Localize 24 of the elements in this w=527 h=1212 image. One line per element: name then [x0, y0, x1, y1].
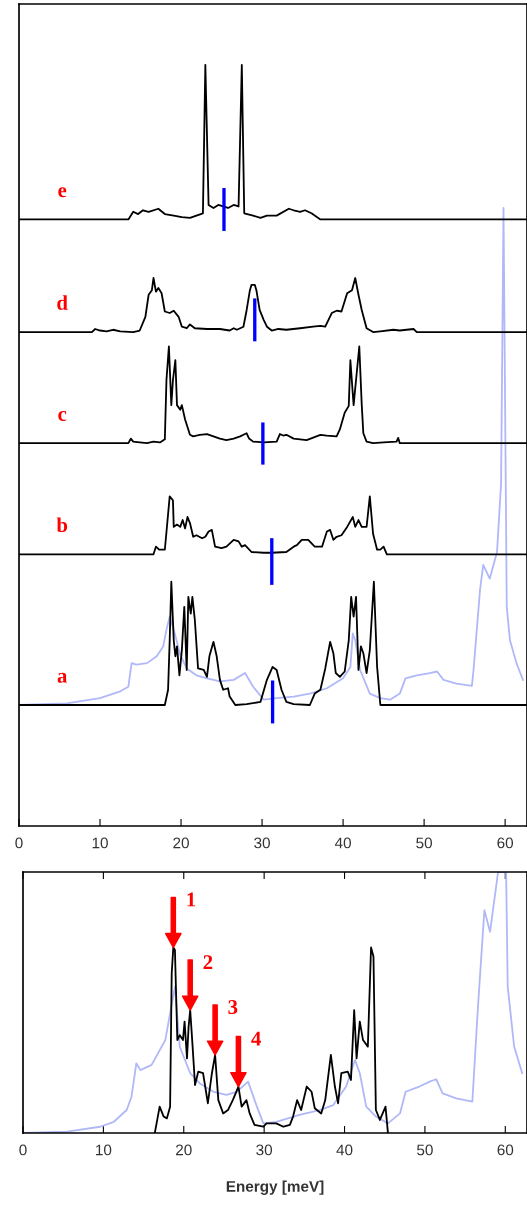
- x-tick-label: 50: [417, 1144, 433, 1156]
- x-tick-label: 60: [497, 1144, 514, 1156]
- x-tick-label: 40: [336, 1144, 353, 1156]
- annotation: 3: [228, 1000, 238, 1015]
- annotation: 1: [187, 892, 196, 907]
- x-tick-label: 0: [19, 1144, 27, 1156]
- x-tick-label: 40: [334, 837, 351, 849]
- series-label: c: [58, 410, 67, 421]
- x-tick-label: 0: [15, 837, 23, 849]
- x-tick-label: 10: [96, 1144, 112, 1156]
- x-tick-label: 30: [256, 1144, 273, 1156]
- series-label: b: [56, 517, 68, 533]
- x-tick-label: 30: [254, 837, 270, 849]
- annotation: 2: [203, 955, 213, 969]
- annotation: 4: [251, 1031, 261, 1046]
- x-tick-label: 20: [173, 837, 189, 849]
- x-tick-label: 60: [497, 837, 514, 849]
- x-axis-title: Energy [meV]: [226, 1180, 324, 1195]
- series-label: d: [57, 295, 68, 310]
- x-tick-label: 20: [176, 1144, 192, 1156]
- x-tick-label: 50: [416, 837, 432, 849]
- series-label: a: [57, 672, 68, 683]
- x-tick-label: 10: [92, 837, 108, 849]
- series-label: e: [58, 187, 67, 198]
